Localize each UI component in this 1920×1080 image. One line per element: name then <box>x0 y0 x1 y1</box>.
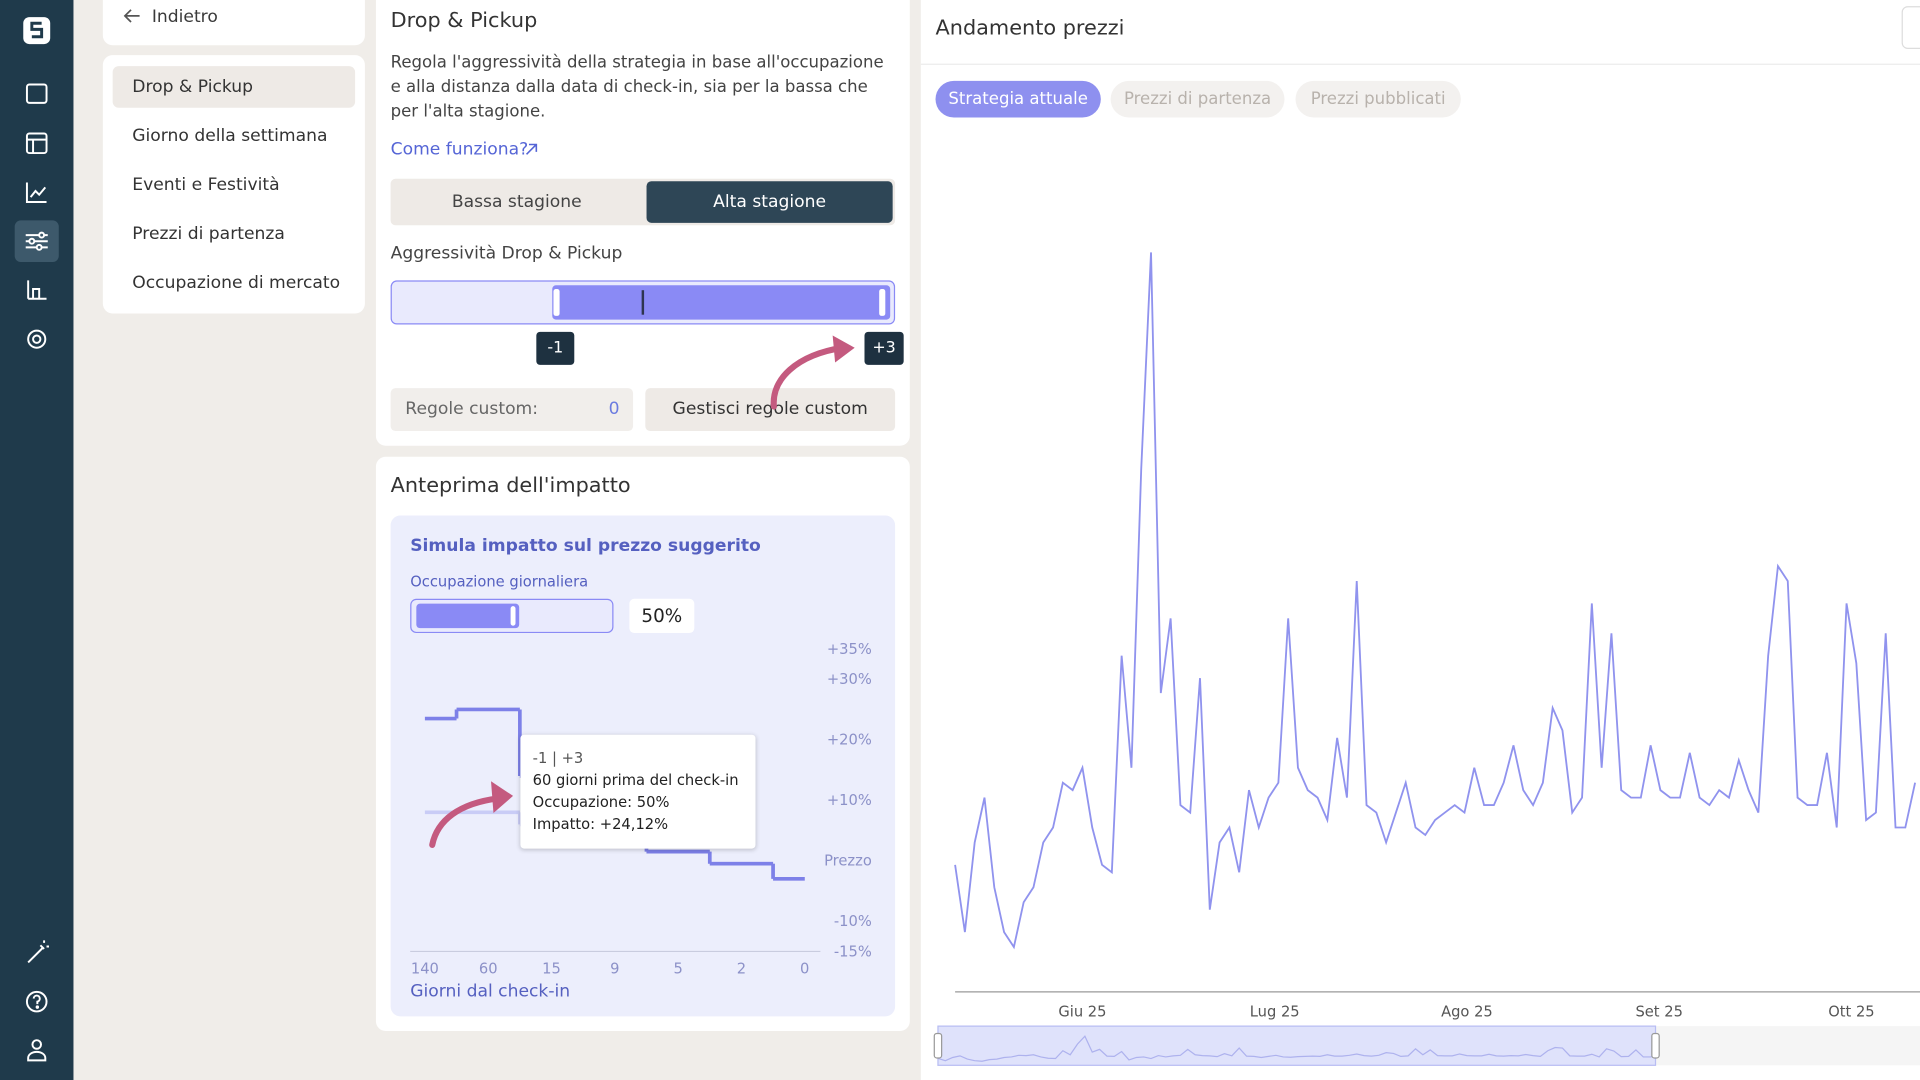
slider-min-badge: -1 <box>536 331 575 365</box>
panel-control[interactable] <box>1901 6 1920 49</box>
manage-rules-button[interactable]: Gestisci regole custom <box>645 388 896 432</box>
tooltip-line: Occupazione: 50% <box>532 793 670 811</box>
x-tick-label: 5 <box>673 960 682 977</box>
navigator-outside <box>1655 1026 1920 1066</box>
slider-marker <box>641 290 645 315</box>
nav-item[interactable]: Prezzi di partenza <box>132 224 285 244</box>
season-tab-active[interactable]: Alta stagione <box>713 192 827 212</box>
y-tick-label: +30% <box>827 671 872 688</box>
back-card[interactable]: Indietro <box>102 0 365 46</box>
tooltip: -1 | +3 60 giorni prima del check-in Occ… <box>520 734 756 849</box>
y-tick-label: -15% <box>834 943 872 960</box>
magic-icon[interactable] <box>27 940 49 964</box>
tooltip-line: Impatto: +24,12% <box>532 815 669 833</box>
season-tab[interactable]: Bassa stagione <box>451 192 582 212</box>
y-tick-label: +20% <box>827 732 872 749</box>
x-tick-label: Ago 25 <box>1441 1003 1493 1020</box>
x-tick-label: 2 <box>737 960 746 977</box>
chart-tab[interactable]: Prezzi pubblicati <box>1295 80 1461 118</box>
prices-chart: Giu 25 Lug 25 Ago 25 Set 25 Ott 25 <box>933 252 1920 1066</box>
occupancy-label: Occupazione giornaliera <box>410 573 589 591</box>
impact-title: Anteprima dell'impatto <box>390 473 631 499</box>
x-tick-label: 60 <box>479 960 498 977</box>
x-tick-label: Set 25 <box>1635 1003 1682 1020</box>
y-tick-label: -10% <box>834 913 872 930</box>
navigator-selection[interactable] <box>937 1025 1657 1066</box>
x-tick-label: Ott 25 <box>1828 1003 1874 1020</box>
impact-subtitle: Simula impatto sul prezzo suggerito <box>410 536 761 556</box>
navigator-handle[interactable] <box>1651 1032 1660 1059</box>
icon-sidebar <box>0 0 74 1080</box>
slider-range <box>552 285 891 320</box>
slider-label: Aggressività Drop & Pickup <box>390 243 623 264</box>
x-axis-label: Giorni dal check-in <box>410 982 571 1002</box>
back-arrow <box>123 9 140 23</box>
tooltip-line: -1 | +3 <box>532 749 584 767</box>
occupancy-value[interactable]: 50% <box>629 598 695 634</box>
y-tick-label: Prezzo <box>824 853 872 870</box>
custom-rules-count: 0 <box>608 399 620 419</box>
custom-rules-box <box>390 388 634 432</box>
divider <box>920 63 1920 65</box>
strategy-description: Regola l'aggressività della strategia in… <box>390 52 884 122</box>
slider-max-badge: +3 <box>864 331 904 365</box>
y-tick-label: +10% <box>827 792 872 809</box>
active-tab-bg <box>646 181 893 223</box>
x-tick-label: Lug 25 <box>1250 1003 1300 1020</box>
nav-card: Drop & Pickup Giorno della settimana Event… <box>102 55 365 314</box>
user-icon[interactable] <box>31 1039 43 1050</box>
help-link[interactable]: Come funziona? <box>390 139 529 160</box>
x-tick-label: Giu 25 <box>1058 1003 1106 1020</box>
back-link[interactable]: Indietro <box>151 7 218 27</box>
stats-icon[interactable] <box>27 280 47 300</box>
x-tick-label: 140 <box>411 960 439 977</box>
slider-handle[interactable] <box>553 288 560 316</box>
layout-icon[interactable] <box>25 132 48 155</box>
custom-rules-label: Regole custom: <box>405 399 539 419</box>
nav-item[interactable]: Eventi e Festività <box>132 175 280 195</box>
chart-tab[interactable]: Prezzi di partenza <box>1110 80 1285 118</box>
price-line <box>954 252 1916 950</box>
chart-tab-active[interactable]: Strategia attuale <box>935 80 1101 118</box>
nav-item-active[interactable]: Drop & Pickup <box>112 66 356 108</box>
help-icon[interactable] <box>25 990 48 1013</box>
external-icon <box>525 143 538 155</box>
strategy-title: Drop & Pickup <box>390 8 538 34</box>
nav-item[interactable]: Giorno della settimana <box>132 126 328 146</box>
sidebar-icons <box>14 17 59 1062</box>
navigator-line <box>937 1035 1659 1062</box>
calendar-icon[interactable] <box>25 83 48 104</box>
annotation-arrow <box>770 335 855 410</box>
settings-icon[interactable] <box>27 329 47 349</box>
slider-handle[interactable] <box>879 288 886 316</box>
tooltip-line: 60 giorni prima del check-in <box>532 771 739 789</box>
x-tick-label: 0 <box>800 960 809 977</box>
y-tick-label: +35% <box>827 641 872 658</box>
x-tick-label: 9 <box>610 960 619 977</box>
slider-handle[interactable] <box>510 606 516 626</box>
prices-panel <box>920 0 1920 1080</box>
nav-item[interactable]: Occupazione di mercato <box>132 273 341 293</box>
annotation-arrow <box>429 781 514 848</box>
chart-icon[interactable] <box>25 182 47 204</box>
occupancy-range <box>416 603 520 629</box>
navigator-handle[interactable] <box>933 1032 943 1059</box>
x-tick-label: 15 <box>542 960 561 977</box>
prices-title: Andamento prezzi <box>935 15 1125 41</box>
